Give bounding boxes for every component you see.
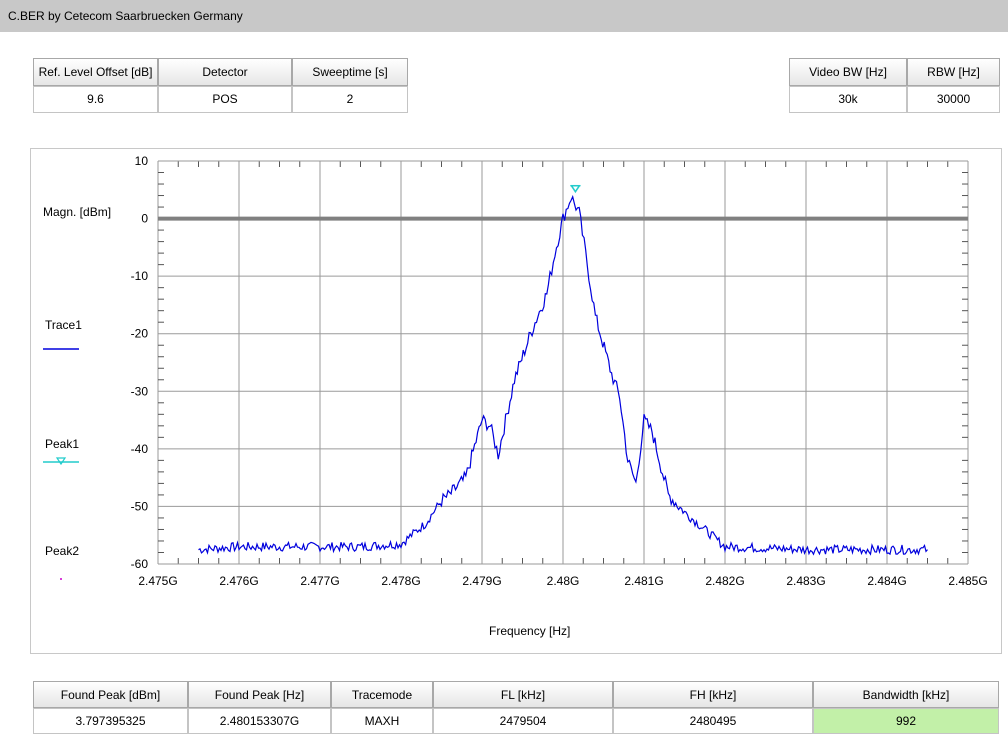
bandwidth-header: Bandwidth [kHz] [813, 681, 999, 708]
x-tick-label: 2.484G [867, 574, 906, 588]
spectrum-chart: 2.475G 2.476G 2.477G 2.478G 2.479G 2.48G 2.481… [43, 154, 988, 588]
x-tick-label: 2.485G [948, 574, 987, 588]
trace1-line [198, 194, 928, 556]
chart-panel: 2.475G 2.476G 2.477G 2.478G 2.479G 2.48G 2.481… [30, 148, 1002, 654]
x-tick-label: 2.478G [381, 574, 420, 588]
x-tick-label: 2.48G [547, 574, 580, 588]
video-bw-value[interactable]: 30k [789, 86, 907, 113]
x-tick-label: 2.482G [705, 574, 744, 588]
tracemode-value[interactable]: MAXH [331, 708, 433, 734]
x-tick-label: 2.483G [786, 574, 825, 588]
sweeptime-header: Sweeptime [s] [292, 58, 408, 86]
fh-value: 2480495 [613, 708, 813, 734]
fl-value: 2479504 [433, 708, 613, 734]
fh-header: FH [kHz] [613, 681, 813, 708]
y-tick-label: -30 [131, 384, 149, 398]
x-tick-label: 2.475G [138, 574, 177, 588]
found-peak-hz-value: 2.480153307G [188, 708, 331, 734]
sweeptime-value[interactable]: 2 [292, 86, 408, 113]
found-peak-dbm-value: 3.797395325 [33, 708, 188, 734]
y-tick-label: -50 [131, 499, 149, 513]
ref-level-offset-value[interactable]: 9.6 [33, 86, 158, 113]
y-axis-label: Magn. [dBm] [43, 205, 112, 219]
found-peak-dbm-header: Found Peak [dBm] [33, 681, 188, 708]
y-tick-label: -20 [131, 327, 149, 341]
x-tick-label: 2.477G [300, 574, 339, 588]
legend-peak2-swatch [60, 578, 62, 580]
y-tick-label: 10 [135, 154, 149, 168]
x-tick-label: 2.481G [624, 574, 663, 588]
y-tick-label: -10 [131, 269, 149, 283]
x-tick-label: 2.476G [219, 574, 258, 588]
legend-trace1-label: Trace1 [45, 318, 82, 332]
tracemode-header: Tracemode [331, 681, 433, 708]
y-tick-label: 0 [141, 212, 148, 226]
fl-header: FL [kHz] [433, 681, 613, 708]
legend-peak1-icon [55, 457, 67, 466]
found-peak-hz-header: Found Peak [Hz] [188, 681, 331, 708]
rbw-header: RBW [Hz] [907, 58, 1000, 86]
legend-peak2-label: Peak2 [45, 544, 80, 558]
rbw-value[interactable]: 30000 [907, 86, 1000, 113]
peak1-marker [570, 184, 581, 194]
y-tick-label: -60 [131, 557, 149, 571]
x-axis-label: Frequency [Hz] [489, 624, 571, 638]
app-title: C.BER by Cetecom Saarbruecken Germany [8, 9, 243, 23]
ref-level-offset-header: Ref. Level Offset [dB] [33, 58, 158, 86]
bandwidth-value: 992 [813, 708, 999, 734]
video-bw-header: Video BW [Hz] [789, 58, 907, 86]
detector-header: Detector [158, 58, 292, 86]
detector-value[interactable]: POS [158, 86, 292, 113]
y-tick-label: -40 [131, 442, 149, 456]
title-bar: C.BER by Cetecom Saarbruecken Germany [0, 0, 1008, 32]
legend-peak1-label: Peak1 [45, 437, 80, 451]
x-tick-label: 2.479G [462, 574, 501, 588]
